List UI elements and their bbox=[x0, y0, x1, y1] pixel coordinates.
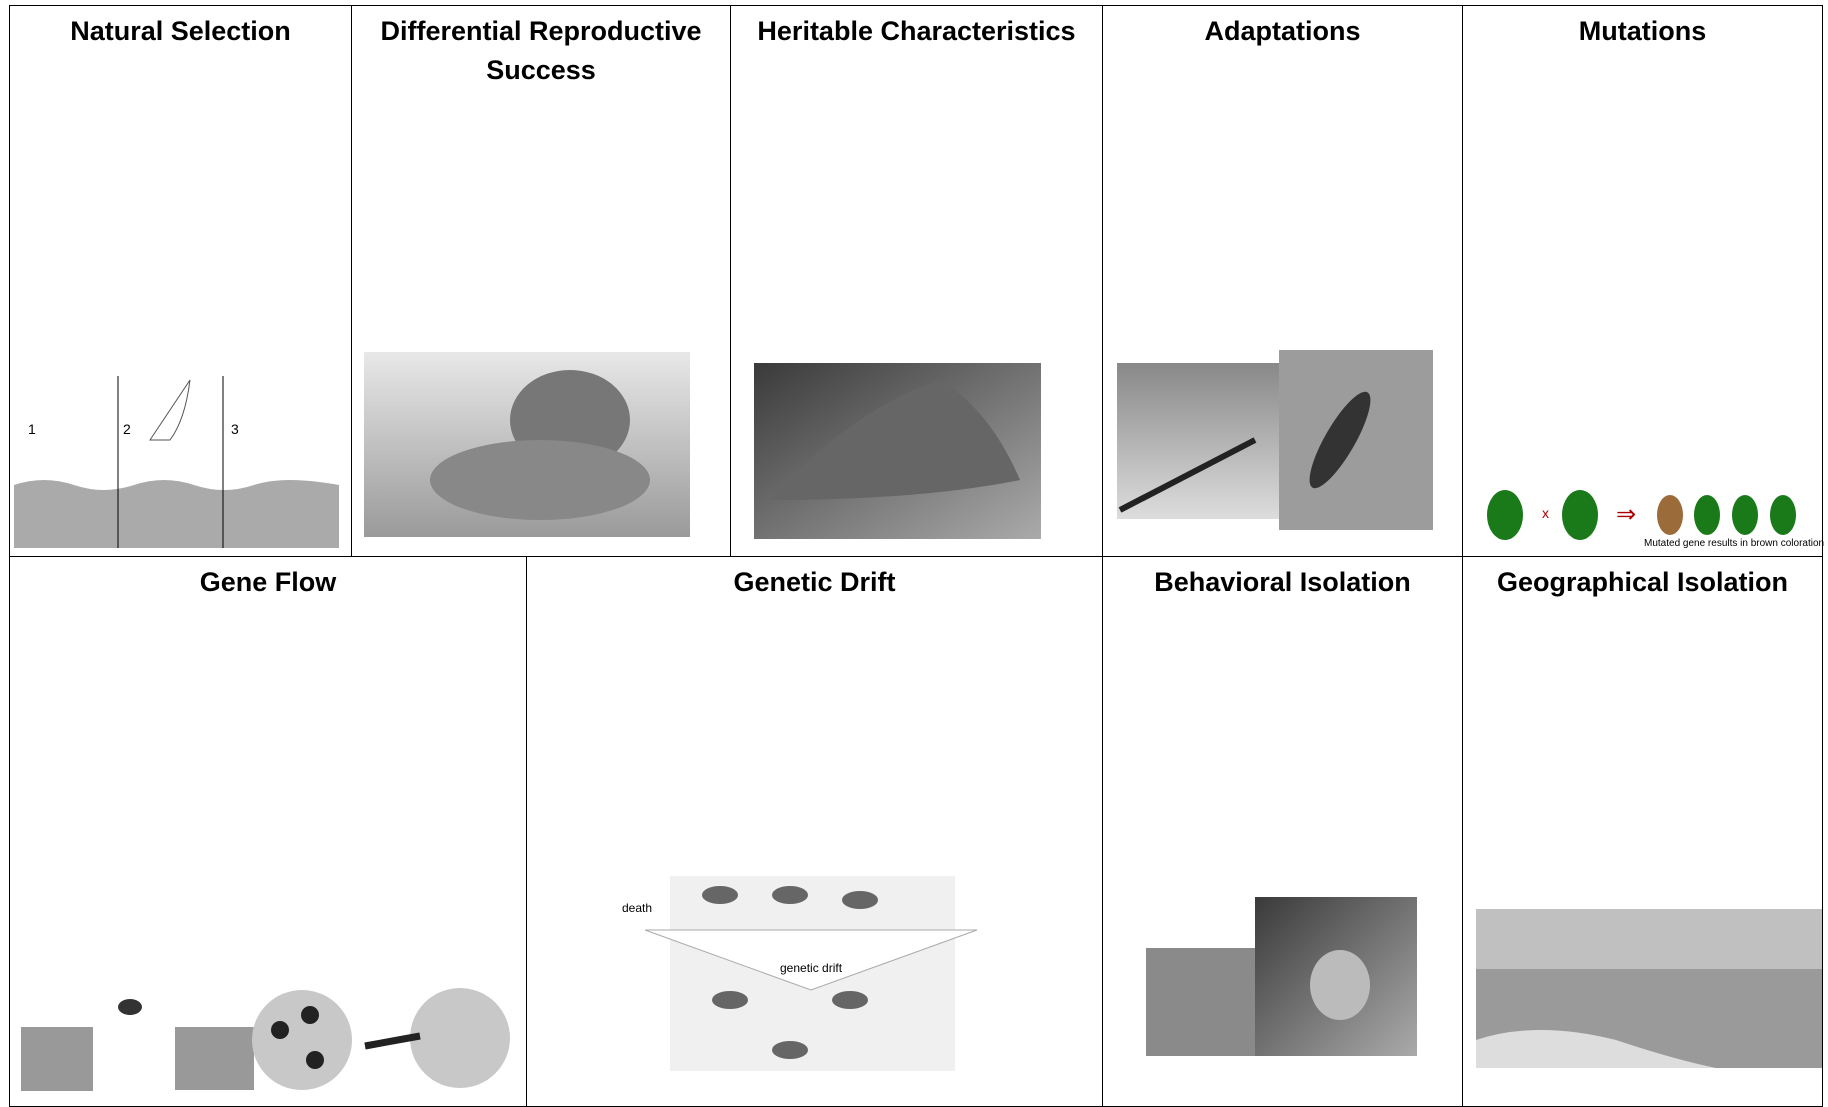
cell: Adaptations bbox=[1102, 5, 1463, 557]
thorn-photo-detail bbox=[1118, 437, 1257, 513]
cell: Gene Flow bbox=[9, 556, 527, 1107]
cell-title: Behavioral Isolation bbox=[1154, 567, 1411, 597]
cell-title: Geographical Isolation bbox=[1496, 567, 1789, 597]
hoverfly-photo-detail bbox=[1309, 391, 1371, 489]
island-sky bbox=[1476, 909, 1822, 969]
drift-label: genetic drift bbox=[780, 961, 843, 975]
cell-title: Natural Selection bbox=[70, 16, 291, 46]
natural-selection-figure: 1 2 3 bbox=[14, 376, 339, 548]
svg-text:⇒: ⇒ bbox=[1616, 501, 1636, 528]
cell: Geographical Isolation bbox=[1462, 556, 1823, 1107]
cell: Behavioral Isolation bbox=[1102, 556, 1463, 1107]
gecko-photo-detail bbox=[770, 380, 1020, 500]
cell-title: Differential Reproductive Success bbox=[380, 16, 702, 85]
panel-number: 3 bbox=[231, 421, 239, 437]
mutations-caption: Mutated gene results in brown coloration bbox=[1644, 538, 1824, 549]
cell: Differential Reproductive Success bbox=[351, 5, 731, 557]
cell-title: Genetic Drift bbox=[733, 567, 896, 597]
cell: Genetic Drift bbox=[526, 556, 1103, 1107]
cell-title: Heritable Characteristics bbox=[757, 16, 1076, 46]
panel-number: 1 bbox=[28, 421, 36, 437]
peacock-spider-detail bbox=[1310, 950, 1370, 1020]
cell-title: Mutations bbox=[1578, 16, 1707, 46]
cell: Mutations bbox=[1462, 5, 1823, 557]
drift-death-label: death bbox=[622, 901, 652, 915]
cell: Heritable Characteristics bbox=[730, 5, 1103, 557]
lions-photo-detail bbox=[430, 440, 650, 520]
cell: Natural Selection bbox=[9, 5, 352, 557]
spider-photo bbox=[1146, 948, 1255, 1056]
panel-number: 2 bbox=[123, 421, 131, 437]
island-beach bbox=[1476, 1030, 1716, 1068]
cell-title: Adaptations bbox=[1204, 16, 1361, 46]
genetic-drift-figure: death genetic drift bbox=[622, 876, 978, 1071]
svg-text:x: x bbox=[1542, 505, 1549, 521]
gene-flow-figure bbox=[21, 988, 510, 1091]
cell-title: Gene Flow bbox=[199, 567, 337, 597]
beetles-figure: x ⇒ Mutated gene results in brown colora… bbox=[1487, 490, 1824, 549]
